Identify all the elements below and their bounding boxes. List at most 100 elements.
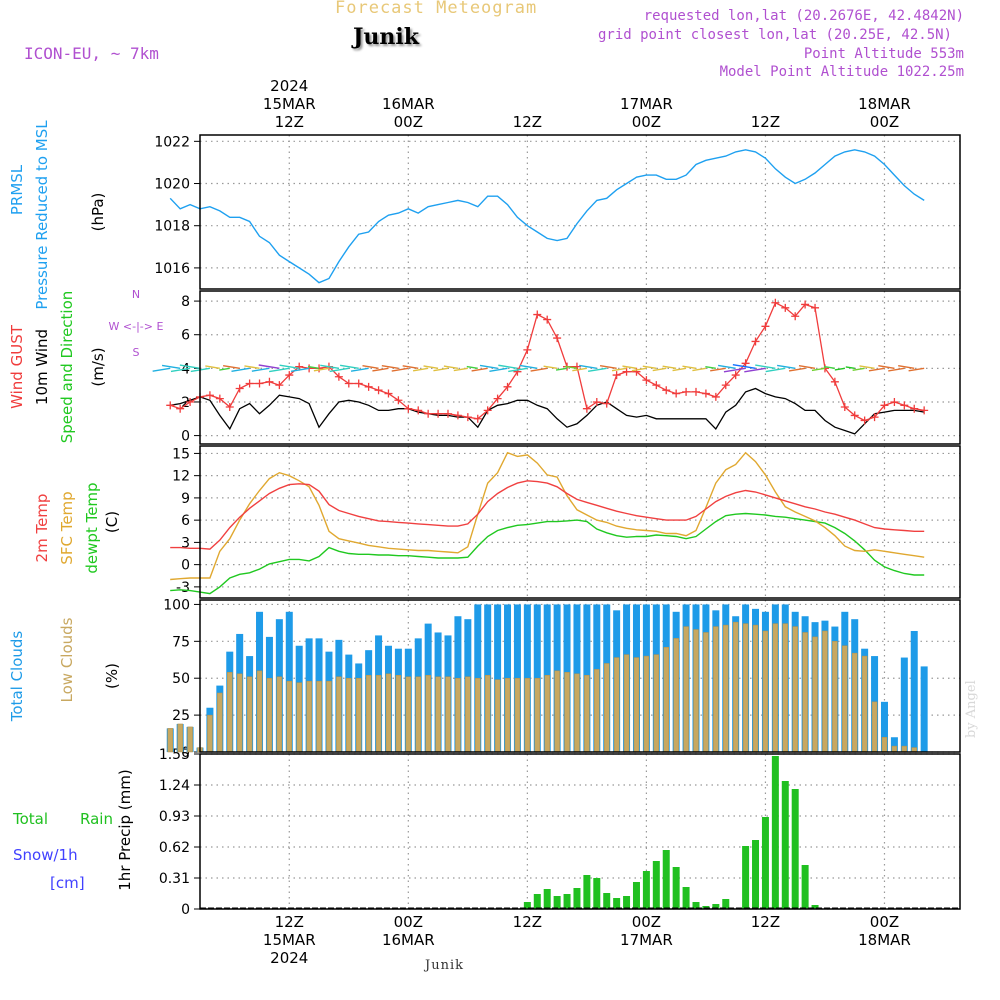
gust-marker [334,372,343,381]
gust-marker [354,379,363,388]
gust-marker [543,315,552,324]
low-cloud-bar [594,669,600,753]
gust-marker [265,377,274,386]
y-tick-label: 0 [181,902,190,918]
location-title: Junik [353,24,419,50]
gust-marker [434,409,443,418]
gust-marker [463,413,472,422]
gust-marker [870,413,879,422]
low-cloud-bar [752,624,759,753]
gust-marker [503,382,512,391]
wind-direction-arrow [908,367,925,372]
gust-marker [602,399,611,408]
wind-direction-arrow [710,367,726,372]
gust-marker [801,300,810,309]
low-cloud-bar [822,630,828,753]
y-tick-label: 0 [181,429,190,445]
wind-direction-arrow [329,367,349,373]
low-cloud-bar [574,673,580,753]
low-cloud-bar [465,676,471,753]
low-cloud-bar [564,672,570,753]
low-cloud-bar [227,672,233,753]
bottom-time-label: 2024 [270,949,308,967]
surface-temp-line [170,451,925,581]
low-cloud-bar [643,655,650,753]
wind-direction-arrow [798,365,816,370]
y-tick-label: 1022 [154,134,190,150]
wind-direction-arrow [179,364,201,370]
gust-marker [880,401,889,410]
low-cloud-bar [405,676,412,753]
low-cloud-bar [901,745,908,753]
y-tick-label: 1020 [154,177,190,193]
panel-border [199,753,961,910]
low-cloud-bar [851,652,858,753]
temp-2m-line [170,480,925,550]
gust-marker [672,389,681,398]
low-cloud-bar [484,675,491,753]
y-tick-label: 0 [181,558,190,574]
wind-direction-arrow [219,367,230,371]
wind-direction-arrow [519,364,538,370]
wind-direction-arrow [878,365,895,370]
wind-direction-arrow [868,367,885,372]
gust-marker [642,376,651,385]
rain-bar [573,888,581,909]
compass-north: N [132,288,140,301]
total-cloud-bar [880,701,888,752]
low-cloud-bar [455,677,461,753]
low-cloud-bar [336,676,342,753]
gust-marker [176,404,185,413]
low-cloud-bar [871,701,878,753]
low-cloud-bar [663,646,669,753]
wind-direction-arrow [222,364,240,370]
wind-direction-arrow [269,367,290,373]
gust-marker [682,387,691,396]
gust-marker [920,406,929,415]
low-cloud-bar [584,675,590,753]
rain-bar [543,889,551,909]
low-cloud-bar [713,626,719,753]
wind-direction-arrow [859,365,875,370]
top-time-label: 2024 [270,77,308,95]
rain-bar [533,894,541,909]
gust-marker [384,389,393,398]
wind-direction-arrow [692,367,707,372]
gust-marker [344,379,353,388]
low-cloud-bar [346,677,352,753]
total-cloud-bar [910,630,918,752]
gust-marker [840,403,849,412]
wind-direction-axis-label: Speed and Direction [58,291,76,444]
bottom-time-label: 00Z [870,913,899,931]
total-cloud-bar [494,604,502,752]
top-time-label: 17MAR [620,95,673,113]
low-cloud-bar [683,626,689,753]
wind-direction-arrow [579,364,597,370]
low-clouds-axis-label: Low Clouds [58,617,76,702]
dewpoint-line [170,512,925,595]
panel-border [199,134,961,290]
gust-marker [900,401,909,410]
compass-south: S [133,346,140,359]
gust-marker [553,334,562,343]
low-cloud-bar [504,677,511,753]
panel-background [200,446,960,598]
low-cloud-bar [693,629,699,753]
y-tick-label: 0.62 [159,840,190,856]
y-tick-label: 9 [181,491,190,507]
wind-direction-arrow [755,364,776,370]
rain-bar [801,865,809,909]
rain-label-rain: Rain [80,810,113,828]
bottom-time-label: 18MAR [858,931,911,949]
wind-direction-arrow [652,367,667,372]
bottom-time-label: 12Z [275,913,304,931]
low-cloud-bar [524,677,531,753]
rain-bar [652,861,660,909]
total-cloud-bar [890,737,898,752]
gust-marker [652,381,661,390]
low-cloud-bar [187,726,193,753]
y-tick-label: 6 [181,328,190,344]
gust-marker [275,381,284,390]
gust-marker [205,391,214,400]
gust-marker [473,414,482,423]
